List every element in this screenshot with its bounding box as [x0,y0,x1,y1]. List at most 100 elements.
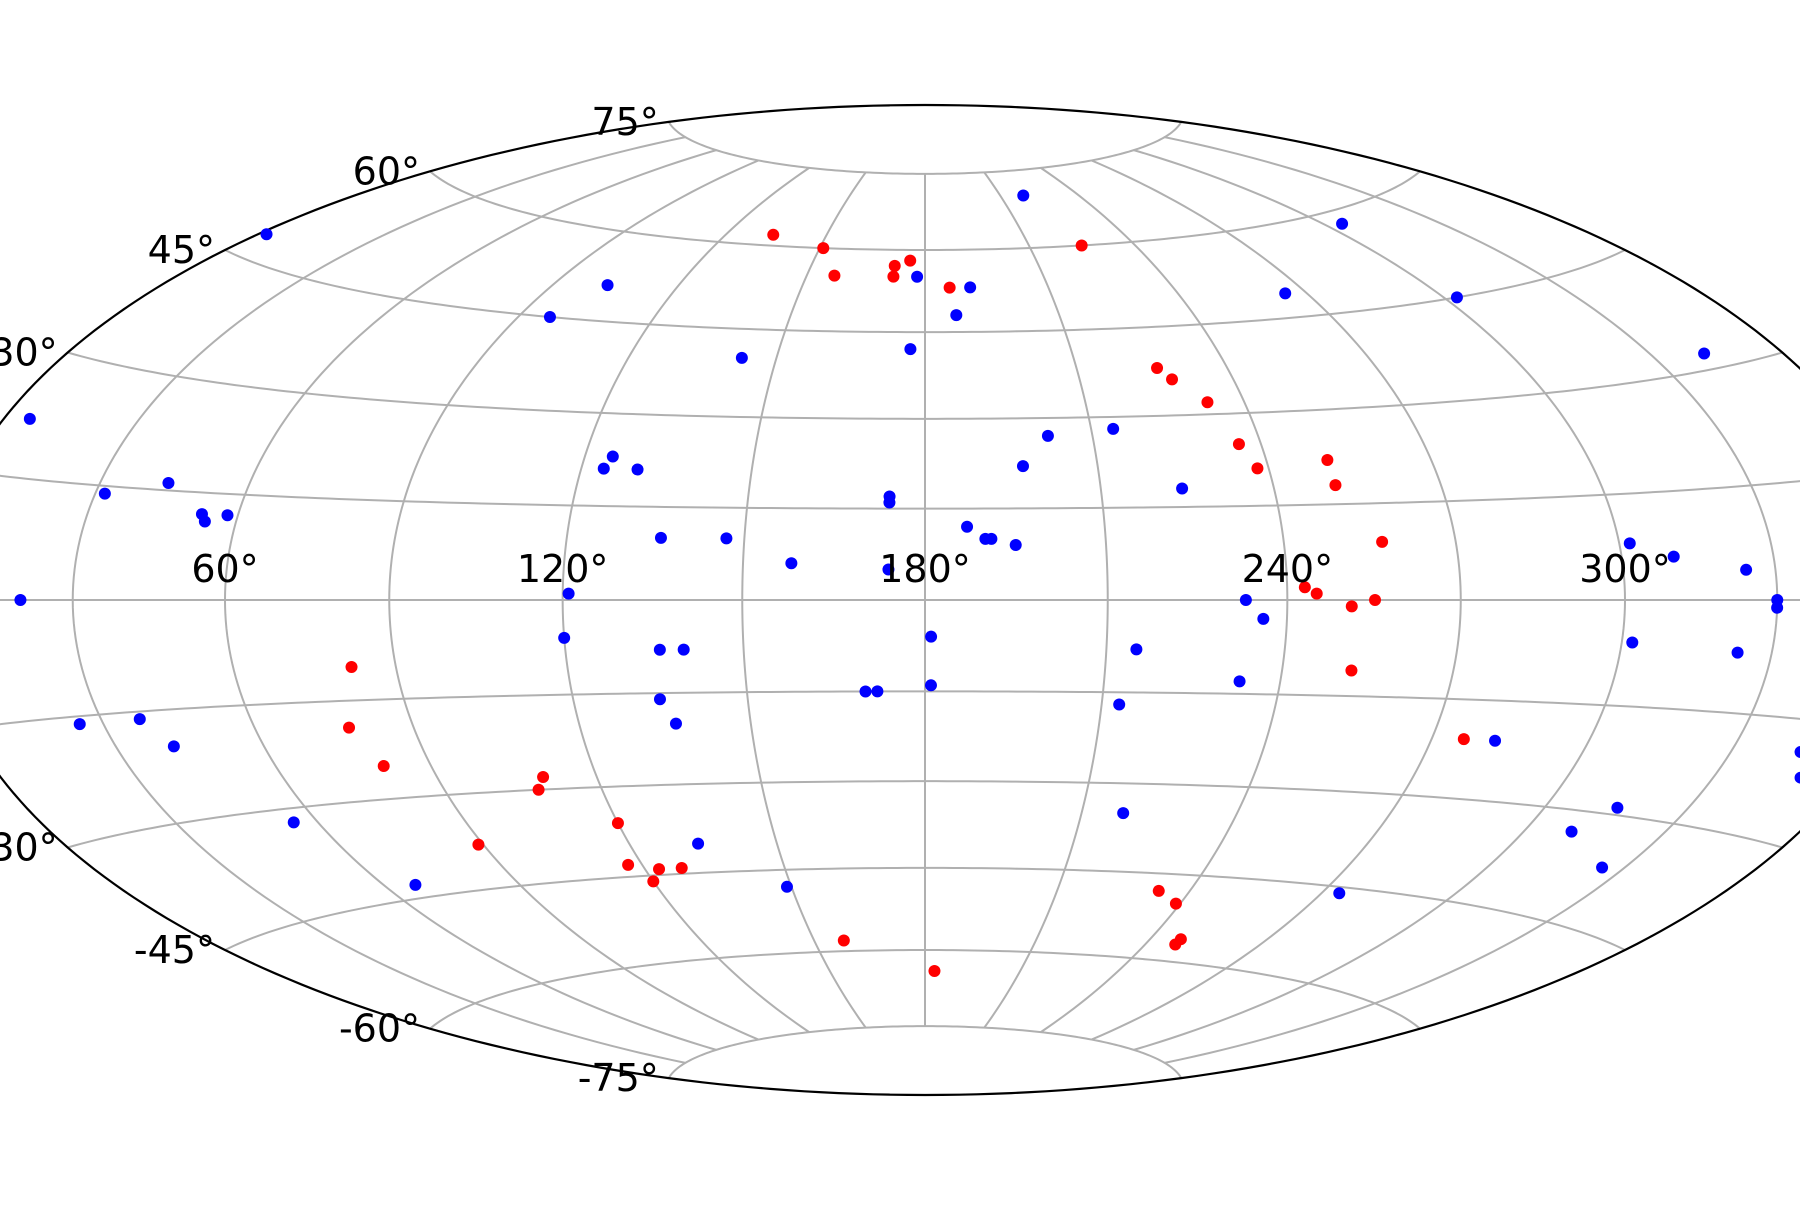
point-s0-5 [887,270,900,283]
point-s0-14 [1329,479,1342,492]
point-s1-23 [162,477,175,490]
point-s1-69 [1794,746,1800,759]
x-tick-label: 180° [879,547,971,591]
point-s1-29 [720,532,733,545]
x-tick-label: 60° [191,547,258,591]
meridian-90 [388,159,759,1041]
y-tick-label: 45° [148,228,215,272]
y-tick-label: 60° [353,149,420,193]
point-s0-24 [472,838,485,851]
point-s0-15 [1376,535,1389,548]
parallel-15 [0,474,1800,510]
point-s0-30 [647,875,660,888]
point-s0-21 [345,660,358,673]
meridian-270 [1091,159,1462,1041]
point-s1-78 [1117,807,1130,820]
point-s0-18 [1345,600,1358,613]
point-s1-38 [1667,550,1680,563]
point-s1-44 [1771,601,1784,614]
point-s0-25 [532,783,545,796]
point-s1-32 [979,532,992,545]
point-s0-13 [1321,454,1334,467]
point-s0-12 [1251,462,1264,475]
point-s1-35 [882,563,895,576]
graticule [0,121,1800,1079]
point-s0-6 [943,281,956,294]
point-s0-8 [1151,362,1164,374]
point-s0-16 [1298,581,1311,594]
y-tick-label: -75° [578,1056,659,1100]
x-tick-label: 240° [1242,547,1334,591]
point-s1-26 [198,515,211,528]
point-s1-6 [543,311,556,323]
point-s0-33 [928,964,941,977]
point-s1-22 [23,412,36,425]
point-s0-2 [828,269,841,282]
point-s1-28 [654,531,667,544]
y-tick-label: -45° [134,928,215,972]
point-s1-17 [597,462,610,475]
meridian-30 [71,136,686,1064]
meridian-300 [1133,149,1627,1051]
x-tick-label: 300° [1579,547,1671,591]
point-s0-9 [1166,373,1179,386]
point-s1-55 [1731,646,1744,659]
data-points [14,189,1800,977]
point-s1-64 [924,679,937,692]
point-s1-36 [562,587,575,600]
point-s0-28 [622,858,635,871]
point-s0-23 [377,759,390,772]
point-s1-24 [221,509,234,522]
point-s1-79 [1333,887,1346,900]
point-s0-7 [1075,239,1088,252]
point-s1-65 [1130,643,1143,656]
point-s1-63 [871,685,884,698]
point-s1-74 [287,816,300,829]
x-tick-label: 120° [517,547,609,591]
point-s0-38 [1457,733,1470,746]
point-s0-34 [1169,897,1182,910]
point-s1-59 [167,740,180,753]
y-tick-label: 30° [0,331,58,375]
point-s0-32 [837,934,850,947]
point-s0-22 [343,721,356,734]
point-s0-4 [904,254,917,267]
point-s1-2 [904,343,917,356]
point-s1-33 [1009,538,1022,551]
point-s1-75 [409,878,422,891]
point-s1-70 [1794,771,1800,784]
point-s1-62 [859,685,872,698]
point-s1-60 [653,693,666,706]
tick-labels: 60°120°180°240°300°75°60°45°30°15°0°-15°… [0,100,1671,1100]
point-s1-68 [1489,734,1502,747]
point-s1-8 [1279,287,1292,300]
meridian-120 [561,167,810,1033]
point-s1-27 [98,487,111,500]
point-s1-3 [950,309,963,322]
point-s1-1 [911,270,924,283]
point-s1-54 [1626,636,1639,649]
map-boundary [0,103,1800,1097]
point-s1-41 [1239,594,1252,606]
point-s1-58 [133,713,146,726]
meridian-60 [223,149,717,1051]
point-s0-20 [1345,664,1358,677]
point-s1-42 [1257,612,1270,625]
y-tick-label: -60° [339,1007,420,1051]
point-s0-0 [767,228,780,241]
point-s0-35 [1152,884,1165,897]
point-s0-19 [1369,594,1382,606]
point-s1-61 [669,717,682,730]
point-s1-72 [1565,825,1578,838]
point-s1-7 [1017,189,1030,202]
point-s1-12 [1041,429,1054,442]
point-s0-3 [888,259,901,272]
point-s1-18 [631,463,644,476]
point-s1-21 [260,228,273,241]
point-s1-14 [1016,460,1029,473]
point-s1-57 [73,718,86,731]
point-s1-67 [1113,698,1126,711]
point-s1-34 [785,557,798,570]
point-s1-13 [1107,422,1120,435]
point-s1-11 [1698,347,1711,360]
